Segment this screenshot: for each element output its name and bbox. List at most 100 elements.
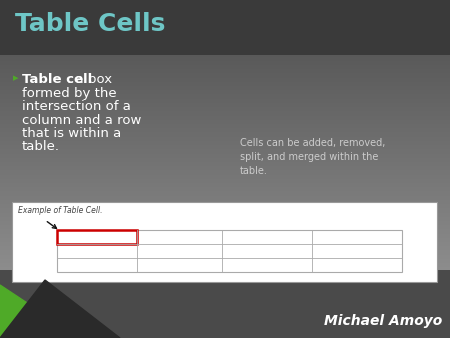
Bar xyxy=(0,126,450,127)
Bar xyxy=(0,167,450,168)
Bar xyxy=(0,121,450,122)
Bar xyxy=(0,160,450,161)
Bar xyxy=(0,64,450,65)
Text: that is within a: that is within a xyxy=(22,127,121,140)
Bar xyxy=(0,211,450,212)
Bar xyxy=(0,215,450,216)
Bar xyxy=(0,133,450,134)
Bar xyxy=(0,232,450,233)
Bar xyxy=(0,142,450,143)
Bar xyxy=(0,152,450,153)
Bar xyxy=(0,60,450,61)
Bar xyxy=(0,220,450,221)
Bar xyxy=(0,249,450,250)
Text: Cells can be added, removed,
split, and merged within the
table.: Cells can be added, removed, split, and … xyxy=(240,138,385,176)
Text: Michael Amoyo: Michael Amoyo xyxy=(324,314,442,328)
Bar xyxy=(0,107,450,108)
Bar xyxy=(0,260,450,261)
Bar xyxy=(0,200,450,201)
Bar xyxy=(0,108,450,109)
Bar xyxy=(0,248,450,249)
Bar xyxy=(0,103,450,104)
Bar xyxy=(0,235,450,236)
Bar xyxy=(0,100,450,101)
Bar xyxy=(0,73,450,74)
Bar xyxy=(0,247,450,248)
Bar xyxy=(0,128,450,129)
Bar xyxy=(0,226,450,227)
Bar xyxy=(0,61,450,62)
Bar xyxy=(0,207,450,208)
Bar xyxy=(0,264,450,265)
Bar xyxy=(0,117,450,118)
Bar xyxy=(0,239,450,240)
Bar xyxy=(0,102,450,103)
Bar xyxy=(0,270,450,338)
Bar xyxy=(0,184,450,185)
Bar xyxy=(0,259,450,260)
Bar xyxy=(0,141,450,142)
Bar xyxy=(0,74,450,75)
Bar xyxy=(0,212,450,213)
Bar xyxy=(0,255,450,256)
Bar xyxy=(0,254,450,255)
Bar xyxy=(0,176,450,177)
Bar xyxy=(0,230,450,231)
Bar xyxy=(0,173,450,174)
Bar xyxy=(0,179,450,180)
Bar xyxy=(0,67,450,68)
Bar xyxy=(0,154,450,155)
Bar xyxy=(0,224,450,225)
Bar xyxy=(0,175,450,176)
Bar xyxy=(0,89,450,90)
Bar xyxy=(0,253,450,254)
Bar xyxy=(0,168,450,169)
Bar xyxy=(0,111,450,112)
Bar xyxy=(0,195,450,196)
Bar xyxy=(0,131,450,132)
Bar xyxy=(0,258,450,259)
Bar xyxy=(0,250,450,251)
Bar xyxy=(0,214,450,215)
Bar xyxy=(0,169,450,170)
Bar xyxy=(0,228,450,229)
Bar xyxy=(0,268,450,269)
Bar xyxy=(0,196,450,197)
Bar xyxy=(0,267,450,268)
Bar xyxy=(0,163,450,164)
Bar xyxy=(0,84,450,85)
Bar xyxy=(0,85,450,86)
Bar xyxy=(0,83,450,84)
Bar xyxy=(0,208,450,209)
Bar xyxy=(0,241,450,242)
Bar xyxy=(0,181,450,182)
Bar xyxy=(0,127,450,128)
Bar xyxy=(0,114,450,115)
Bar xyxy=(0,91,450,92)
Bar xyxy=(0,66,450,67)
Bar xyxy=(0,105,450,106)
Bar xyxy=(0,183,450,184)
Bar xyxy=(0,98,450,99)
Bar xyxy=(0,116,450,117)
Bar xyxy=(0,206,450,207)
Bar xyxy=(0,187,450,188)
Bar xyxy=(0,194,450,195)
Text: Table cell: Table cell xyxy=(22,73,92,86)
Bar xyxy=(0,68,450,69)
Bar xyxy=(0,0,450,55)
Bar xyxy=(0,124,450,125)
Bar xyxy=(0,58,450,59)
Bar xyxy=(0,80,450,81)
Bar xyxy=(0,178,450,179)
Bar xyxy=(0,256,450,257)
Text: table.: table. xyxy=(22,141,60,153)
Bar xyxy=(0,151,450,152)
Bar xyxy=(0,199,450,200)
Bar xyxy=(0,104,450,105)
Bar xyxy=(0,148,450,149)
Bar xyxy=(0,210,450,211)
Text: ▸: ▸ xyxy=(13,73,18,83)
Bar xyxy=(0,106,450,107)
Bar xyxy=(0,165,450,166)
